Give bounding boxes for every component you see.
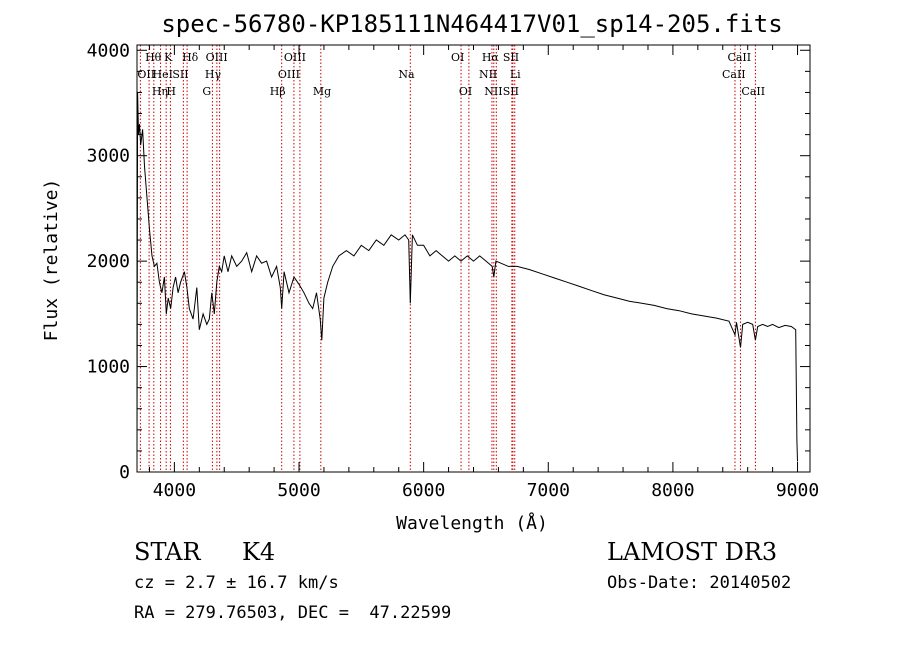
y-tick-label-2: 2000: [87, 251, 130, 272]
y-tick-label-3: 3000: [87, 146, 130, 167]
emission-line-label-2: Hη: [152, 85, 168, 98]
emission-line-label-4: K: [164, 51, 173, 64]
emission-line-label-9: Hγ: [205, 68, 222, 81]
emission-line-label-23: SII: [503, 85, 519, 98]
redshift-readout: cz = 2.7 ± 16.7 km/s: [134, 573, 339, 593]
x-tick-label-0: 4000: [153, 480, 196, 501]
x-tick-label-2: 6000: [402, 480, 445, 501]
emission-line-label-13: OIII: [284, 51, 306, 64]
coordinates-readout: RA = 279.76503, DEC = 47.22599: [134, 603, 452, 623]
y-axis-label: Flux (relative): [41, 179, 62, 342]
x-axis-ticks: 4000 5000 6000 7000 8000 9000: [148, 45, 819, 501]
emission-line-label-7: Hδ: [182, 51, 199, 64]
x-axis-label: Wavelength (Å): [396, 512, 548, 534]
emission-line-label-20: NII: [484, 85, 502, 98]
emission-line-label-22: SII: [503, 51, 519, 64]
y-tick-label-4: 4000: [87, 40, 130, 61]
x-tick-label-5: 9000: [776, 480, 819, 501]
emission-line-label-6: SII: [172, 68, 188, 81]
emission-line-label-15: Na: [398, 68, 415, 81]
y-tick-label-1: 1000: [87, 357, 130, 378]
emission-line-label-10: OIII: [206, 51, 228, 64]
x-tick-label-4: 8000: [651, 480, 694, 501]
spectral-subclass: K4: [242, 538, 276, 566]
emission-line-label-16: OI: [451, 51, 464, 64]
emission-line-markers: [139, 45, 756, 472]
emission-line-label-11: Hβ: [270, 85, 286, 98]
emission-line-label-3: HeI: [153, 68, 173, 81]
emission-line-label-5: H: [166, 85, 176, 98]
y-tick-label-0: 0: [119, 462, 130, 483]
x-tick-label-3: 7000: [527, 480, 570, 501]
emission-line-label-25: CaII: [727, 51, 751, 64]
chart-title: spec-56780-KP185111N464417V01_sp14-205.f…: [161, 10, 782, 38]
emission-line-labels: OIIHθHηHeIKHSIIHδGHγOIIIHβOIIIOIIIMgNaOI…: [137, 51, 765, 98]
spectrum-series-line: [136, 92, 798, 462]
emission-line-label-1: Hθ: [145, 51, 162, 64]
survey-name: LAMOST DR3: [607, 538, 778, 566]
emission-line-label-8: G: [202, 85, 211, 98]
x-tick-label-1: 5000: [277, 480, 320, 501]
emission-line-label-17: OI: [459, 85, 472, 98]
emission-line-label-18: NII: [479, 68, 497, 81]
emission-line-label-14: Mg: [313, 85, 331, 98]
emission-line-label-21: Li: [510, 68, 521, 81]
y-axis-ticks: 0 1000 2000 3000 4000: [87, 40, 810, 483]
emission-line-label-24: CaII: [722, 68, 746, 81]
observation-date: Obs-Date: 20140502: [607, 573, 792, 593]
object-class: STAR: [134, 538, 201, 566]
emission-line-label-19: Hα: [482, 51, 500, 64]
plot-area-frame: [136, 44, 811, 473]
emission-line-label-12: OIII: [278, 68, 300, 81]
emission-line-label-26: CaII: [741, 85, 765, 98]
